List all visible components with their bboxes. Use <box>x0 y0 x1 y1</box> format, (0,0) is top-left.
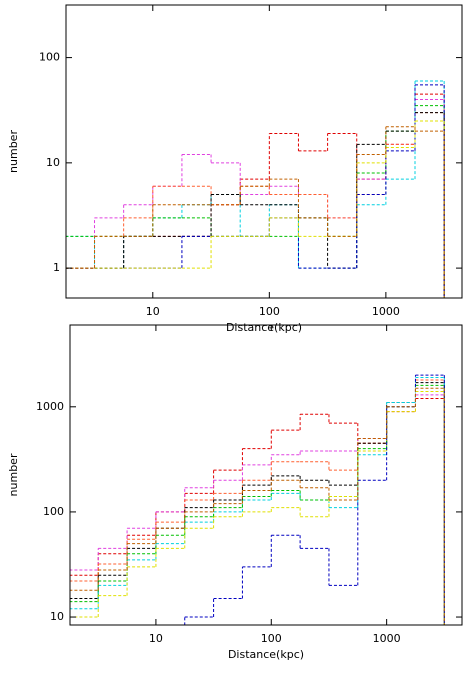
y-tick-label: 100 <box>43 505 64 518</box>
y-tick-label: 10 <box>46 156 60 169</box>
x-tick-label: 100 <box>261 632 282 645</box>
y-tick-label: 1 <box>53 261 60 274</box>
y-tick-label: 1000 <box>36 400 64 413</box>
y-axis-label: number <box>7 130 20 173</box>
y-tick-label: 10 <box>50 610 64 623</box>
plot-frame <box>69 324 463 626</box>
y-axis-label: number <box>7 453 20 496</box>
x-tick-label: 10 <box>146 305 160 318</box>
x-axis-label: Distance(kpc) <box>228 648 304 661</box>
x-axis-label: Distance(kpc) <box>226 321 302 334</box>
x-tick-label: 10 <box>149 632 163 645</box>
plot-area <box>66 80 445 298</box>
x-tick-label: 1000 <box>373 632 401 645</box>
plot-frame <box>65 4 463 299</box>
y-tick-label: 100 <box>39 51 60 64</box>
x-tick-label: 1000 <box>372 305 400 318</box>
plot-area <box>70 374 445 625</box>
x-tick-label: 100 <box>259 305 280 318</box>
